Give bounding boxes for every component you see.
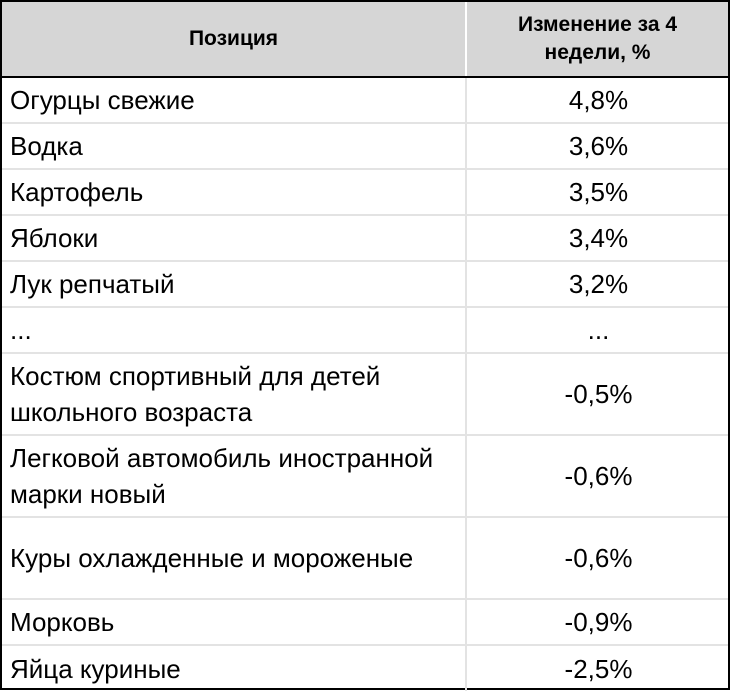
position-cell: Лук репчатый xyxy=(2,261,467,308)
table-row: Яйца куриные -2,5% xyxy=(2,645,728,691)
table-row: Костюм спортивный для детей школьного во… xyxy=(2,353,728,436)
position-cell: Куры охлажденные и мороженые xyxy=(2,517,467,600)
table-row: Куры охлажденные и мороженые -0,6% xyxy=(2,517,728,600)
table-row: Лук репчатый 3,2% xyxy=(2,261,728,308)
table-row: Яблоки 3,4% xyxy=(2,215,728,262)
position-cell: Морковь xyxy=(2,599,467,646)
position-cell: Водка xyxy=(2,123,467,170)
column-header-position: Позиция xyxy=(2,2,467,78)
table-row: Водка 3,6% xyxy=(2,123,728,170)
column-header-change: Изменение за 4 недели, % xyxy=(466,2,728,78)
change-cell: -0,6% xyxy=(466,435,728,518)
change-cell: 3,5% xyxy=(466,169,728,216)
table-row: Огурцы свежие 4,8% xyxy=(2,77,728,124)
change-cell: -0,9% xyxy=(466,599,728,646)
position-cell: Огурцы свежие xyxy=(2,77,467,124)
table-row: ...... xyxy=(2,307,728,354)
change-cell: ... xyxy=(466,307,728,354)
table-row: Картофель 3,5% xyxy=(2,169,728,216)
header-row: Позиция Изменение за 4 недели, % xyxy=(2,2,728,78)
table-row: Легковой автомобиль иностранной марки но… xyxy=(2,435,728,518)
position-cell: Костюм спортивный для детей школьного во… xyxy=(2,353,467,436)
position-cell: Картофель xyxy=(2,169,467,216)
position-cell: Яблоки xyxy=(2,215,467,262)
table-body: Огурцы свежие 4,8% Водка 3,6% Картофель 3,5% Я… xyxy=(2,77,728,691)
position-cell: Легковой автомобиль иностранной марки но… xyxy=(2,435,467,518)
change-cell: 3,4% xyxy=(466,215,728,262)
change-cell: -2,5% xyxy=(564,653,633,684)
change-cell: -0,5% xyxy=(466,353,728,436)
table-row: Морковь -0,9% xyxy=(2,599,728,646)
change-cell: 3,2% xyxy=(466,261,728,308)
position-cell: Яйца куриные xyxy=(2,645,467,691)
position-cell: ... xyxy=(2,307,467,354)
change-cell: -0,6% xyxy=(466,517,728,600)
change-cell: 4,8% xyxy=(466,77,728,124)
change-cell: 3,6% xyxy=(466,123,728,170)
